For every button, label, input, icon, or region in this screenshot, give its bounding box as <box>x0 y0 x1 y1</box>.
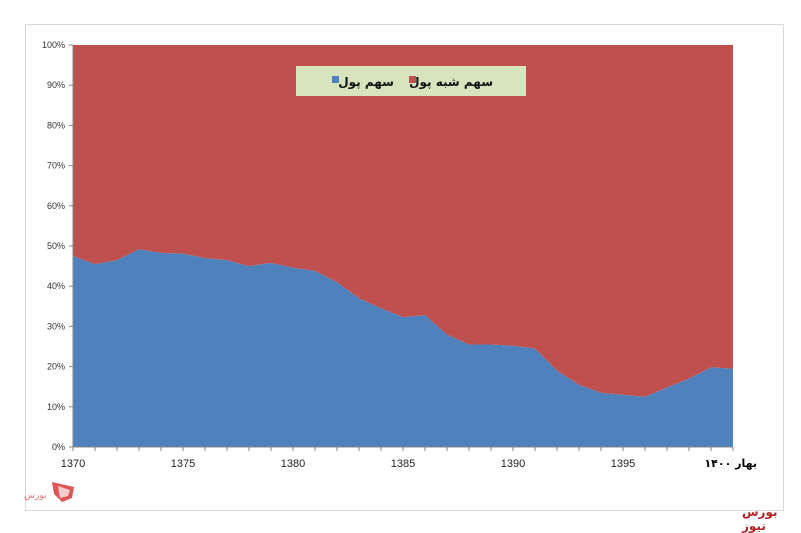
legend-label: سهم شبه پول <box>409 75 493 90</box>
x-tick-label: 1370 <box>61 458 85 470</box>
y-tick-label: 90% <box>47 80 65 90</box>
area-series-2 <box>73 45 733 397</box>
plot-area <box>73 45 733 447</box>
x-tick-label: 1380 <box>281 458 305 470</box>
x-tick-label: 1375 <box>171 458 195 470</box>
x-axis: 1370 1375 1380 1385 1390 1395 بهار ۱۴۰۰ <box>61 446 757 470</box>
x-tick-label: 1390 <box>501 458 525 470</box>
legend: سهم پول سهم شبه پول <box>296 66 526 96</box>
y-tick-label: 30% <box>47 321 65 331</box>
y-tick-label: 40% <box>47 281 65 291</box>
x-tick-label: 1385 <box>391 458 415 470</box>
y-tick-label: 50% <box>47 241 65 251</box>
area-series-1 <box>73 249 733 447</box>
y-tick-label: 70% <box>47 161 65 171</box>
brand-logo: بورس <box>22 478 82 508</box>
y-tick-label: 80% <box>47 120 65 130</box>
svg-text:بورس: بورس <box>24 491 47 501</box>
y-tick-label: 0% <box>52 442 65 452</box>
legend-swatch <box>409 76 416 83</box>
y-tick-label: 100% <box>42 40 65 50</box>
x-tick-label: 1395 <box>611 458 635 470</box>
y-tick-label: 60% <box>47 201 65 211</box>
legend-swatch <box>332 76 339 83</box>
y-tick-label: 10% <box>47 402 65 412</box>
y-tick-label: 20% <box>47 362 65 372</box>
legend-label: سهم پول <box>338 75 394 90</box>
y-axis: 0% 10% 20% 30% 40% 50% 60% 70% 80% 90% 100% <box>42 40 74 452</box>
x-tick-label: بهار ۱۴۰۰ <box>704 457 757 470</box>
watermark-text: بورس نیوز <box>742 505 778 533</box>
